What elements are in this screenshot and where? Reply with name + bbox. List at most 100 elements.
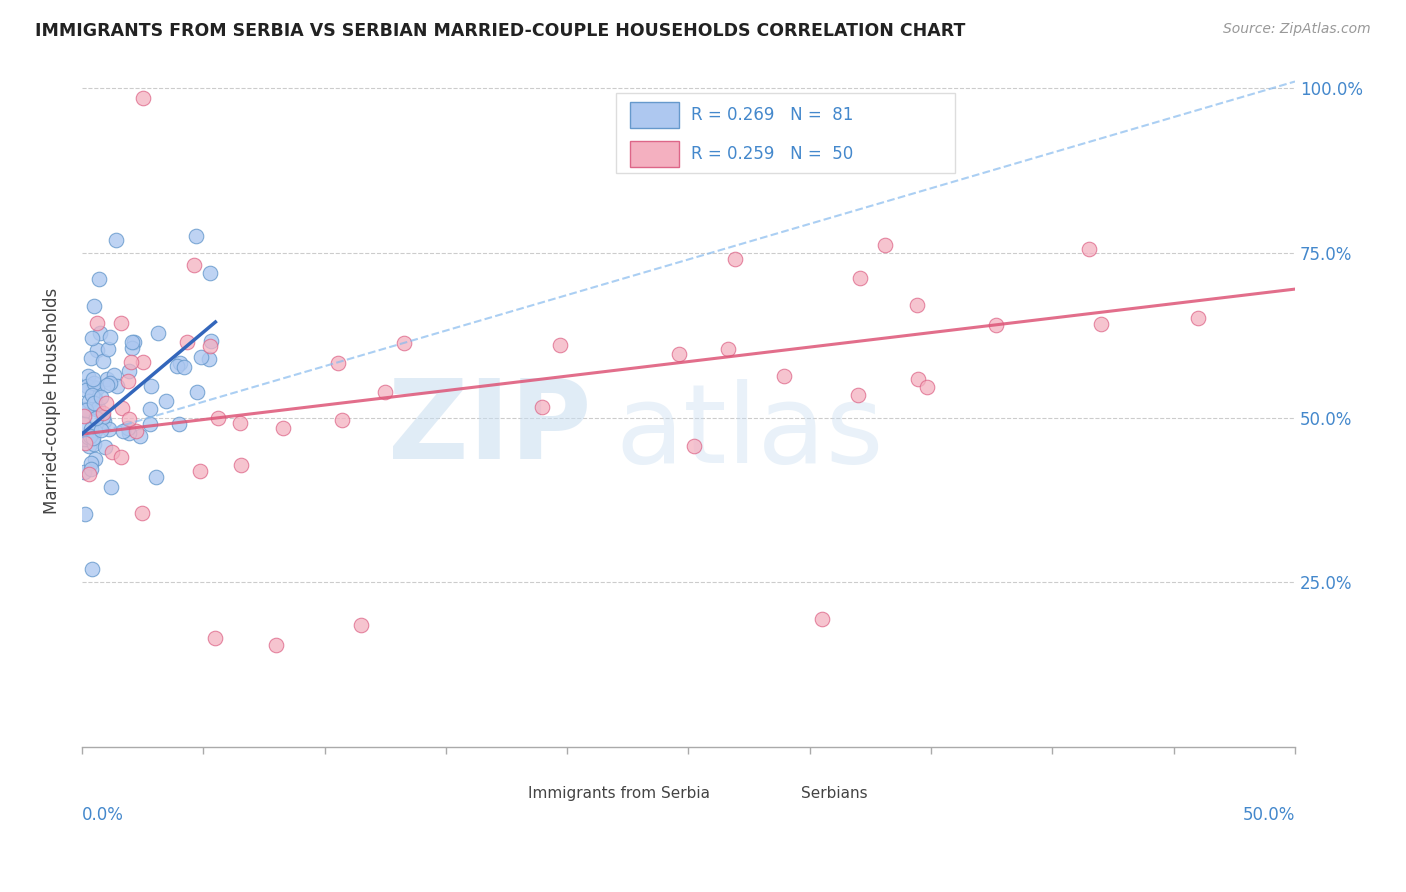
Point: [188, 464, 211, 478]
Point: [83, 396, 105, 410]
Point: [80, 421, 103, 435]
Point: [548, 338, 571, 352]
Text: ZIP: ZIP: [388, 376, 592, 483]
Point: [117, 421, 139, 435]
Point: [139, 402, 162, 417]
Text: atlas: atlas: [616, 379, 884, 486]
Point: [139, 417, 162, 432]
Point: [111, 424, 134, 438]
Point: [915, 380, 938, 394]
Point: [132, 355, 155, 369]
Point: [100, 480, 122, 494]
Point: [229, 458, 252, 473]
Point: [204, 632, 226, 646]
Point: [117, 374, 139, 388]
Point: [73, 402, 96, 417]
Bar: [630, 141, 679, 167]
Point: [190, 350, 212, 364]
Point: [83, 299, 105, 313]
Point: [80, 562, 103, 576]
Point: [330, 413, 353, 427]
Point: [76, 379, 98, 393]
Text: R = 0.269   N =  81: R = 0.269 N = 81: [690, 105, 853, 124]
Point: [131, 91, 153, 105]
Point: [141, 379, 163, 393]
Point: [94, 440, 117, 454]
Point: [77, 368, 100, 383]
Point: [169, 356, 191, 370]
Point: [73, 417, 96, 431]
Point: [97, 343, 120, 357]
Text: Source: ZipAtlas.com: Source: ZipAtlas.com: [1223, 22, 1371, 37]
Point: [530, 400, 553, 414]
Point: [173, 360, 195, 375]
Point: [73, 507, 96, 521]
Point: [77, 439, 100, 453]
Point: [229, 416, 252, 430]
Point: [717, 343, 740, 357]
Text: Serbians: Serbians: [801, 786, 868, 801]
Point: [96, 372, 118, 386]
Point: [683, 439, 706, 453]
Point: [83, 376, 105, 390]
Point: [93, 414, 115, 428]
Point: [84, 451, 107, 466]
Point: [146, 326, 169, 340]
Point: [326, 356, 349, 370]
Point: [80, 351, 103, 365]
Point: [77, 393, 100, 408]
Text: Immigrants from Serbia: Immigrants from Serbia: [529, 786, 710, 801]
Point: [110, 450, 132, 464]
Point: [1078, 243, 1101, 257]
Point: [83, 424, 105, 438]
Point: [104, 233, 127, 247]
Text: IMMIGRANTS FROM SERBIA VS SERBIAN MARRIED-COUPLE HOUSEHOLDS CORRELATION CHART: IMMIGRANTS FROM SERBIA VS SERBIAN MARRIE…: [35, 22, 966, 40]
Point: [117, 425, 139, 440]
Point: [907, 372, 929, 386]
Y-axis label: Married-couple Households: Married-couple Households: [44, 288, 60, 515]
Point: [186, 229, 208, 244]
Point: [145, 470, 167, 484]
Point: [87, 272, 110, 286]
Point: [75, 402, 97, 417]
Point: [264, 638, 287, 652]
Point: [103, 368, 125, 382]
Point: [77, 430, 100, 444]
Point: [186, 385, 208, 400]
Point: [79, 429, 101, 443]
Point: [167, 417, 190, 431]
Point: [91, 405, 114, 419]
Point: [96, 378, 118, 392]
Point: [82, 379, 104, 393]
Bar: [755, 784, 792, 805]
Point: [811, 611, 834, 625]
Point: [374, 385, 396, 400]
Point: [73, 433, 96, 447]
Point: [155, 393, 177, 408]
Point: [117, 364, 139, 378]
Text: R = 0.259   N =  50: R = 0.259 N = 50: [690, 145, 853, 163]
Point: [82, 372, 104, 386]
Point: [668, 347, 690, 361]
Point: [82, 431, 104, 445]
Point: [125, 424, 148, 438]
Point: [200, 334, 222, 348]
Point: [176, 334, 198, 349]
Point: [86, 316, 108, 330]
Point: [75, 384, 97, 398]
Point: [724, 252, 747, 267]
Point: [129, 429, 152, 443]
Point: [273, 420, 295, 434]
Point: [1090, 317, 1112, 331]
Point: [97, 422, 120, 436]
Point: [392, 336, 415, 351]
Point: [120, 355, 142, 369]
Point: [846, 388, 869, 402]
Point: [101, 445, 124, 459]
Point: [82, 387, 104, 401]
Point: [77, 467, 100, 481]
Point: [166, 359, 188, 373]
Point: [350, 618, 373, 632]
Point: [197, 352, 219, 367]
Text: 50.0%: 50.0%: [1243, 805, 1295, 824]
